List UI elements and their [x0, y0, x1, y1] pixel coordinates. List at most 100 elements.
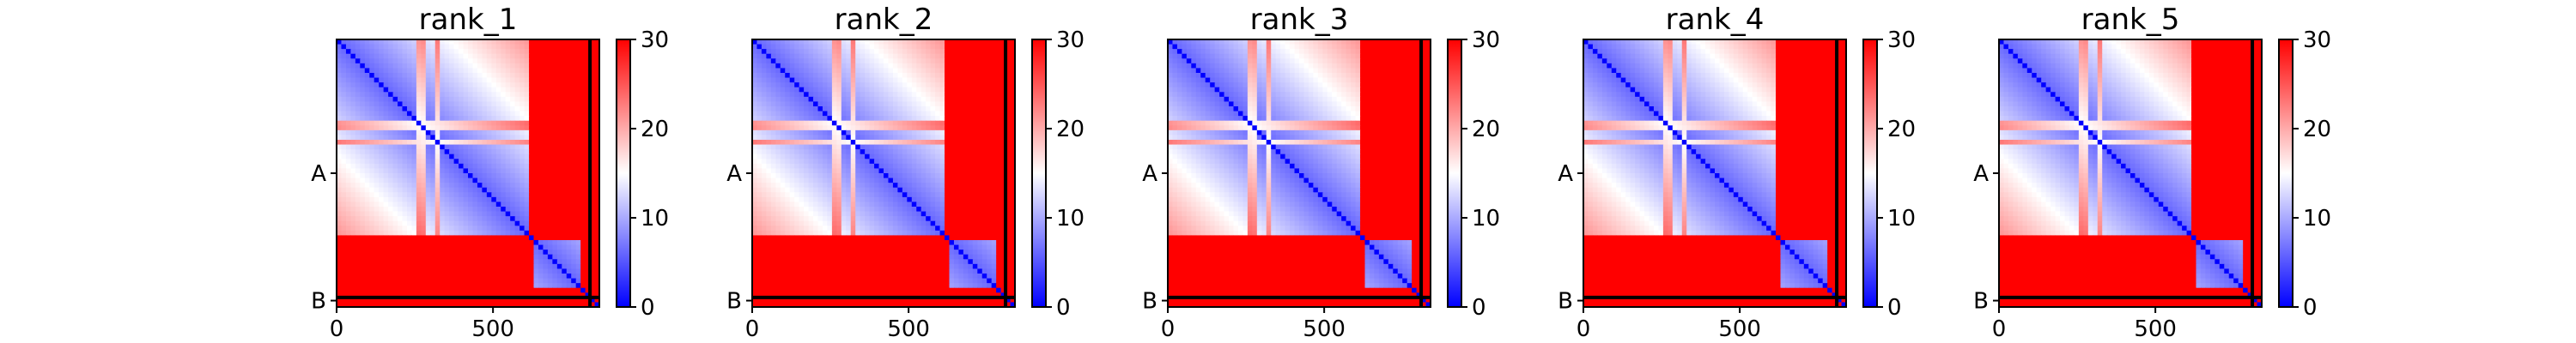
matrix-cell — [482, 268, 488, 274]
matrix-cell — [533, 63, 539, 69]
matrix-cell — [337, 287, 343, 293]
matrix-cell — [1000, 39, 1006, 45]
matrix-cell — [846, 116, 852, 122]
matrix-cell — [977, 140, 983, 146]
matrix-cell — [416, 183, 422, 189]
matrix-cell — [463, 196, 469, 203]
matrix-cell — [345, 268, 351, 274]
matrix-cell — [953, 120, 960, 126]
matrix-cell — [482, 259, 488, 265]
matrix-cell — [789, 96, 795, 103]
matrix-cell — [785, 92, 791, 98]
matrix-cell — [543, 111, 549, 117]
matrix-cell — [547, 220, 553, 226]
matrix-cell — [580, 192, 586, 198]
matrix-cell — [355, 259, 361, 265]
matrix-cell — [780, 44, 786, 50]
matrix-cell — [935, 82, 941, 88]
matrix-cell — [968, 87, 974, 93]
matrix-cell — [566, 254, 572, 260]
matrix-cell — [926, 53, 932, 59]
matrix-cell — [770, 63, 776, 69]
matrix-cell — [383, 259, 389, 265]
matrix-cell — [430, 283, 436, 289]
matrix-cell — [392, 144, 398, 150]
matrix-cell — [813, 49, 819, 55]
matrix-cell — [449, 220, 455, 226]
matrix-cell — [594, 287, 600, 293]
matrix-cell — [364, 68, 370, 74]
matrix-cell — [486, 82, 492, 88]
matrix-cell — [892, 39, 898, 45]
matrix-cell — [566, 135, 572, 141]
matrix-cell — [897, 120, 903, 126]
matrix-cell — [827, 125, 833, 131]
matrix-cell — [416, 274, 422, 280]
matrix-cell — [379, 220, 385, 226]
matrix-cell — [425, 254, 431, 260]
matrix-cell — [874, 159, 880, 165]
matrix-cell — [766, 129, 772, 136]
matrix-cell — [813, 192, 819, 198]
matrix-cell — [831, 183, 837, 189]
matrix-cell — [756, 120, 762, 126]
matrix-cell — [855, 73, 861, 79]
matrix-cell — [949, 168, 955, 174]
matrix-cell — [519, 230, 526, 237]
matrix-cell — [949, 149, 955, 155]
matrix-cell — [860, 53, 866, 59]
matrix-cell — [388, 274, 394, 280]
matrix-cell — [416, 49, 422, 55]
matrix-cell — [411, 73, 417, 79]
matrix-cell — [831, 159, 837, 165]
matrix-cell — [874, 187, 880, 193]
matrix-cell — [453, 292, 459, 298]
matrix-cell — [884, 96, 890, 103]
matrix-cell — [486, 53, 492, 59]
matrix-cell — [440, 149, 446, 155]
matrix-cell — [411, 240, 417, 246]
matrix-cell — [453, 173, 459, 179]
matrix-cell — [892, 144, 898, 150]
matrix-cell — [491, 116, 497, 122]
matrix-cell — [566, 149, 572, 155]
matrix-cell — [360, 68, 366, 74]
matrix-cell — [1000, 153, 1006, 159]
matrix-cell — [752, 168, 758, 174]
matrix-cell — [477, 183, 483, 189]
matrix-cell — [468, 106, 474, 112]
matrix-cell — [440, 235, 446, 241]
matrix-cell — [770, 106, 776, 112]
matrix-cell — [804, 144, 810, 150]
matrix-cell — [543, 250, 549, 256]
matrix-cell — [477, 63, 483, 69]
matrix-cell — [453, 39, 459, 45]
matrix-cell — [552, 101, 558, 107]
matrix-cell — [421, 125, 427, 131]
matrix-cell — [425, 287, 431, 293]
matrix-cell — [538, 101, 544, 107]
matrix-cell — [939, 129, 945, 136]
matrix-cell — [902, 144, 908, 150]
matrix-cell — [1010, 125, 1016, 131]
matrix-cell — [580, 101, 586, 107]
matrix-cell — [575, 73, 581, 79]
matrix-cell — [519, 287, 526, 293]
matrix-cell — [369, 268, 375, 274]
matrix-cell — [547, 106, 553, 112]
matrix-cell — [939, 77, 945, 83]
matrix-cell — [453, 302, 459, 308]
matrix-cell — [425, 39, 431, 45]
matrix-cell — [345, 283, 351, 289]
matrix-cell — [337, 153, 343, 159]
matrix-cell — [468, 53, 474, 59]
matrix-cell — [963, 53, 969, 59]
matrix-cell — [495, 73, 501, 79]
matrix-cell — [421, 39, 427, 45]
matrix-cell — [514, 53, 520, 59]
matrix-cell — [416, 96, 422, 103]
matrix-cell — [543, 106, 549, 112]
matrix-cell — [430, 196, 436, 203]
matrix-cell — [533, 230, 539, 237]
matrix-cell — [440, 44, 446, 50]
